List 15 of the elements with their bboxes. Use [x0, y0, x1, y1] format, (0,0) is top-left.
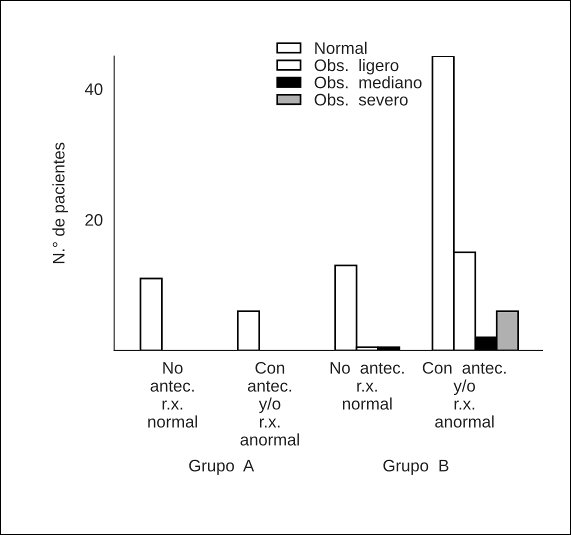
y-tick-label: 20: [85, 214, 102, 226]
x-tick-label: No antec. r.x. normal: [330, 362, 404, 410]
y-axis-title: N.° de pacientes: [52, 142, 68, 264]
legend-label: Obs. severo: [314, 93, 408, 106]
text: Grupo B: [383, 460, 448, 475]
legend-label: Obs. mediano: [314, 76, 422, 88]
bar: [140, 278, 163, 350]
x-tick-label: Con antec. y/o r.x. anormal: [422, 362, 506, 428]
x-tick-label: Con antec. y/o r.x. anormal: [240, 362, 299, 446]
legend-label: Obs. ligero: [314, 58, 398, 74]
text: Grupo A: [189, 460, 254, 475]
legend-label: Normal: [315, 42, 366, 54]
x-tick-label: No antec. r.x. normal: [148, 362, 197, 428]
y-tick-label: 40: [84, 83, 102, 96]
bar: [236, 310, 260, 350]
